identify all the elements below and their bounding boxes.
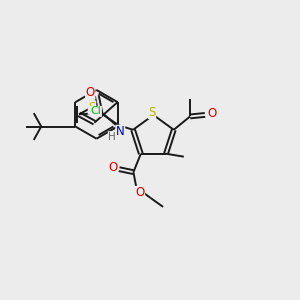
Text: Cl: Cl: [91, 106, 101, 116]
Text: S: S: [88, 101, 96, 114]
Text: N: N: [116, 125, 125, 138]
Text: H: H: [108, 132, 116, 142]
Text: O: O: [207, 107, 216, 120]
Text: S: S: [148, 106, 156, 118]
Text: O: O: [135, 186, 145, 200]
Text: O: O: [85, 86, 95, 99]
Text: O: O: [108, 161, 117, 174]
